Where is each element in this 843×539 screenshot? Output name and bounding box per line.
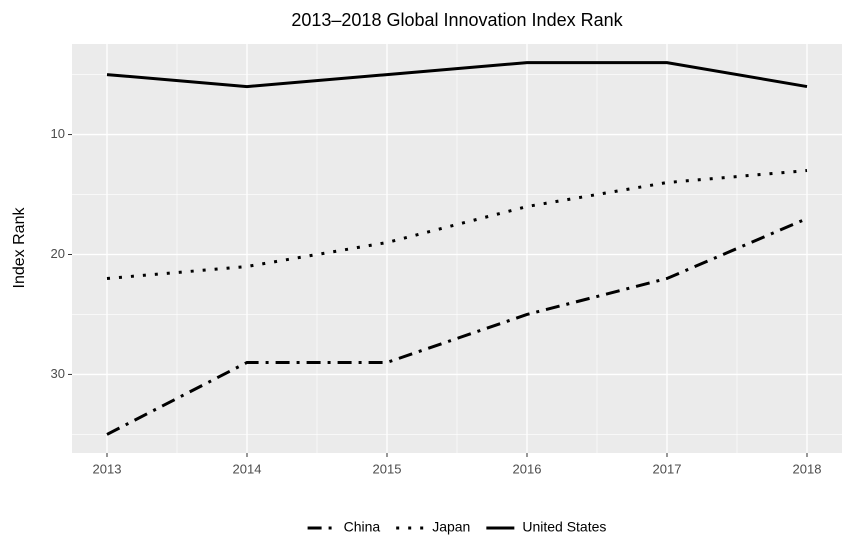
series-line <box>106 217 808 436</box>
x-tick-label: 2016 <box>513 461 542 476</box>
y-tick-label: 30 <box>51 366 65 381</box>
y-axis-label: Index Rank <box>11 207 28 289</box>
chart-title: 2013–2018 Global Innovation Index Rank <box>291 10 623 30</box>
legend-label: China <box>344 519 381 535</box>
legend-label: United States <box>522 519 606 535</box>
legend-label: Japan <box>432 519 470 535</box>
x-tick-label: 2014 <box>233 461 262 476</box>
x-tick-label: 2017 <box>653 461 682 476</box>
y-tick-label: 20 <box>51 246 65 261</box>
x-tick-label: 2018 <box>793 461 822 476</box>
x-tick-label: 2015 <box>373 461 402 476</box>
y-tick-label: 10 <box>51 126 65 141</box>
series-line <box>106 61 808 89</box>
x-tick-label: 2013 <box>93 461 122 476</box>
